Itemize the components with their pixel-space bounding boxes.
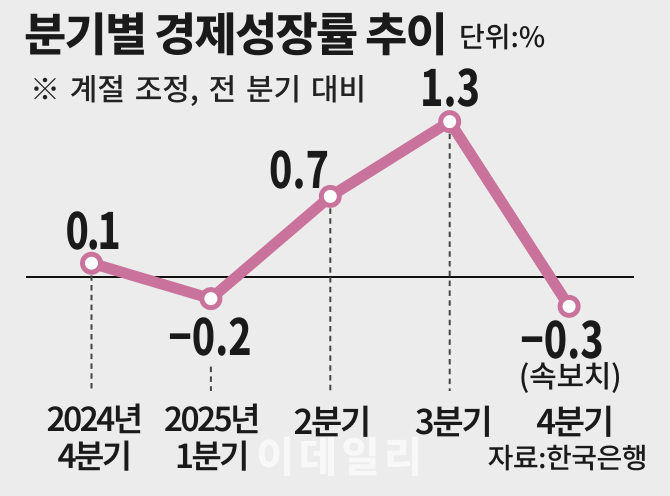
source-label: 자료:한국은행 xyxy=(487,437,648,477)
data-point-marker xyxy=(318,184,342,208)
x-axis-label-line: 2024년 xyxy=(46,393,144,441)
x-axis-label: 2025년 1분기 xyxy=(163,393,261,478)
x-axis-label: 2분기 xyxy=(293,395,371,444)
x-axis-label-line: 4분기 xyxy=(57,430,132,478)
data-point-marker xyxy=(80,251,103,275)
value-label: 1.3 xyxy=(419,48,480,121)
watermark-logo: 이데일리 xyxy=(256,424,427,485)
unit-label: 단위:% xyxy=(459,16,546,56)
x-axis-label: 4분기 xyxy=(536,395,614,444)
chart-subtitle: ※ 계절 조정, 전 분기 대비 xyxy=(30,65,367,109)
data-point-marker xyxy=(438,110,462,134)
x-axis-label-line: 2025년 xyxy=(163,393,261,441)
x-axis-label-line: 3분기 xyxy=(414,395,493,444)
x-axis-label: 3분기 xyxy=(414,395,493,444)
x-axis-label-line: 4분기 xyxy=(536,395,614,444)
value-label: 0.1 xyxy=(65,192,120,265)
preliminary-note: (속보치) xyxy=(518,352,622,396)
data-point-marker xyxy=(557,294,581,318)
x-axis-label-line: 1분기 xyxy=(174,430,250,478)
chart-title: 분기별 경제성장률 추이 xyxy=(24,0,448,65)
x-axis-label-line: 2분기 xyxy=(293,395,371,444)
value-label: −0.2 xyxy=(168,297,252,370)
x-axis-label: 2024년 4분기 xyxy=(46,393,144,478)
value-label: −0.3 xyxy=(520,301,604,374)
data-point-marker xyxy=(199,287,223,311)
value-label: 0.7 xyxy=(269,131,330,204)
